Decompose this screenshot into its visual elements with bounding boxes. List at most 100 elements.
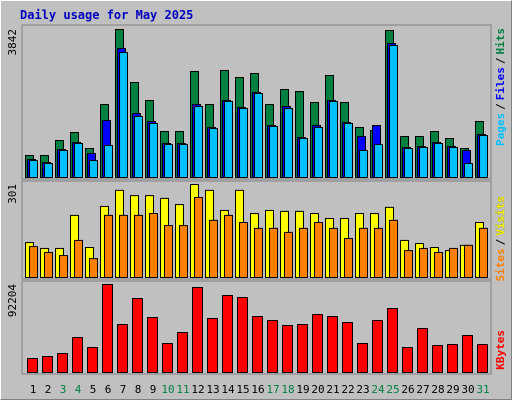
bar — [284, 231, 293, 278]
y-max-label-group: 3842 — [6, 29, 19, 56]
bar — [434, 251, 443, 278]
bar — [359, 227, 368, 278]
y-max-label: 301 — [6, 184, 19, 204]
x-tick-label: 16 — [251, 383, 264, 396]
bar — [162, 342, 173, 374]
bar — [329, 227, 338, 278]
bar — [389, 219, 398, 278]
bar — [147, 316, 158, 373]
bar — [117, 323, 128, 374]
bar — [402, 346, 413, 374]
bar — [134, 214, 143, 278]
bar — [27, 357, 38, 373]
bar — [149, 213, 158, 278]
bar — [194, 106, 203, 178]
bar — [224, 100, 233, 178]
x-tick-label: 7 — [120, 383, 127, 396]
bar — [479, 227, 488, 278]
bar — [132, 297, 143, 373]
bar — [299, 138, 308, 179]
legend-separator: / — [494, 238, 507, 245]
x-tick-label: 26 — [401, 383, 414, 396]
legend-entry: Files — [494, 67, 507, 100]
bar — [164, 225, 173, 278]
bar — [297, 323, 308, 374]
bar — [72, 336, 83, 373]
bar — [177, 331, 188, 374]
legend-entry: Visits — [494, 196, 507, 236]
bar — [29, 160, 38, 179]
x-tick-label: 28 — [431, 383, 444, 396]
x-tick-label: 15 — [236, 383, 249, 396]
legend-entry: Hits — [494, 28, 507, 55]
bar — [344, 238, 353, 278]
bar — [344, 122, 353, 178]
x-tick-label: 14 — [221, 383, 235, 396]
bar — [89, 258, 98, 279]
legend-text: Pages / Files / Hits — [494, 28, 507, 146]
bar — [207, 317, 218, 373]
x-tick-label: 11 — [176, 383, 189, 396]
bar — [269, 125, 278, 178]
bar — [104, 144, 113, 178]
bar — [404, 147, 413, 178]
bar — [209, 128, 218, 178]
bar — [149, 122, 158, 178]
bar — [59, 255, 68, 279]
x-tick-label: 23 — [356, 383, 369, 396]
bar — [432, 344, 443, 373]
bar — [237, 296, 248, 373]
bar — [327, 315, 338, 373]
bar — [462, 334, 473, 374]
bar — [479, 135, 488, 179]
chart-title: Daily usage for May 2025 — [20, 8, 193, 22]
bar — [59, 149, 68, 178]
bar — [74, 239, 83, 278]
bar — [239, 108, 248, 178]
bar — [449, 247, 458, 279]
bar — [134, 115, 143, 178]
x-tick-label: 2 — [45, 383, 52, 396]
x-tick-label: 29 — [446, 383, 459, 396]
bar — [179, 143, 188, 178]
bar — [374, 143, 383, 178]
bar — [434, 142, 443, 179]
bar — [447, 343, 458, 374]
bar — [389, 44, 398, 178]
bar — [224, 214, 233, 278]
bar — [57, 352, 68, 373]
x-tick-label: 19 — [296, 383, 309, 396]
bar — [29, 246, 38, 279]
x-tick-label: 20 — [311, 383, 324, 396]
bar — [222, 294, 233, 374]
bar — [269, 227, 278, 278]
x-tick-label: 24 — [371, 383, 385, 396]
bar — [329, 100, 338, 178]
bar — [74, 142, 83, 179]
x-tick-label: 8 — [135, 383, 142, 396]
x-tick-label: 25 — [386, 383, 399, 396]
x-tick-label: 5 — [90, 383, 97, 396]
bar — [464, 244, 473, 278]
x-tick-label: 31 — [476, 383, 489, 396]
bar — [42, 355, 53, 373]
bar — [477, 343, 488, 374]
bar — [449, 146, 458, 178]
bar — [282, 324, 293, 373]
bar — [387, 307, 398, 374]
bar — [119, 51, 128, 178]
bar — [164, 143, 173, 178]
bar — [419, 146, 428, 178]
bar — [312, 313, 323, 374]
bar — [44, 163, 53, 179]
x-tick-label: 6 — [105, 383, 112, 396]
y-max-label-group: 301 — [6, 184, 19, 204]
x-tick-label: 4 — [75, 383, 82, 396]
y-max-label-group: 92204 — [6, 284, 19, 317]
x-tick-label: 12 — [191, 383, 204, 396]
bar — [284, 108, 293, 178]
legend: KBytes — [494, 330, 507, 370]
legend-entry: Pages — [494, 113, 507, 146]
legend-entry: KBytes — [494, 330, 507, 370]
